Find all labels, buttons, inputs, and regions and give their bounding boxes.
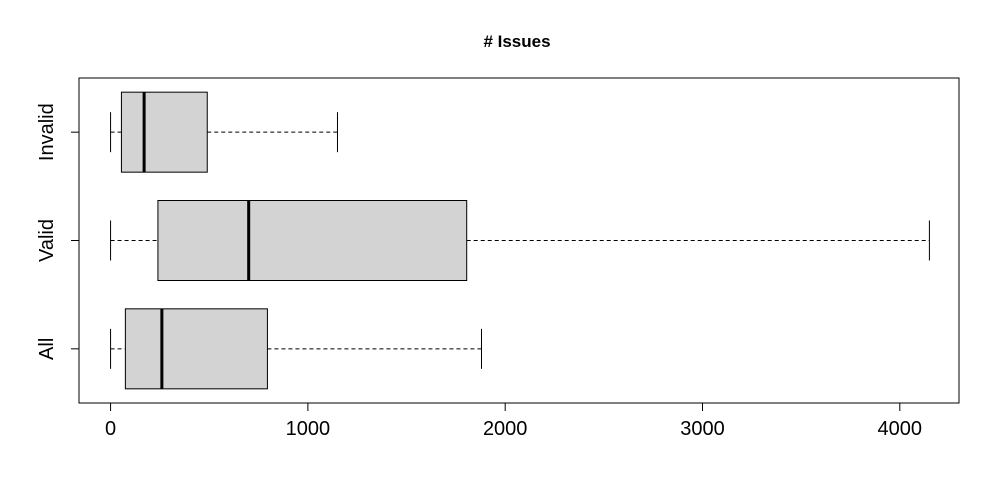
y-tick-label: Valid: [36, 219, 58, 262]
iqr-box: [120, 91, 208, 173]
y-axis: All Valid Invalid: [36, 103, 80, 360]
x-tick-label: 2000: [483, 418, 528, 440]
x-tick-label: 1000: [286, 418, 331, 440]
x-tick-label: 0: [105, 418, 116, 440]
box-invalid: [110, 91, 338, 173]
iqr-box: [157, 200, 468, 281]
chart-title: # Issues: [483, 32, 550, 51]
y-tick-label: All: [36, 338, 58, 360]
box-valid: [110, 200, 930, 281]
boxes: [110, 91, 930, 390]
x-axis: 0 1000 2000 3000 4000: [105, 402, 923, 440]
iqr-box: [124, 308, 268, 390]
box-all: [110, 308, 483, 390]
x-tick-label: 4000: [878, 418, 923, 440]
y-tick-label: Invalid: [36, 103, 58, 161]
x-tick-label: 3000: [680, 418, 725, 440]
